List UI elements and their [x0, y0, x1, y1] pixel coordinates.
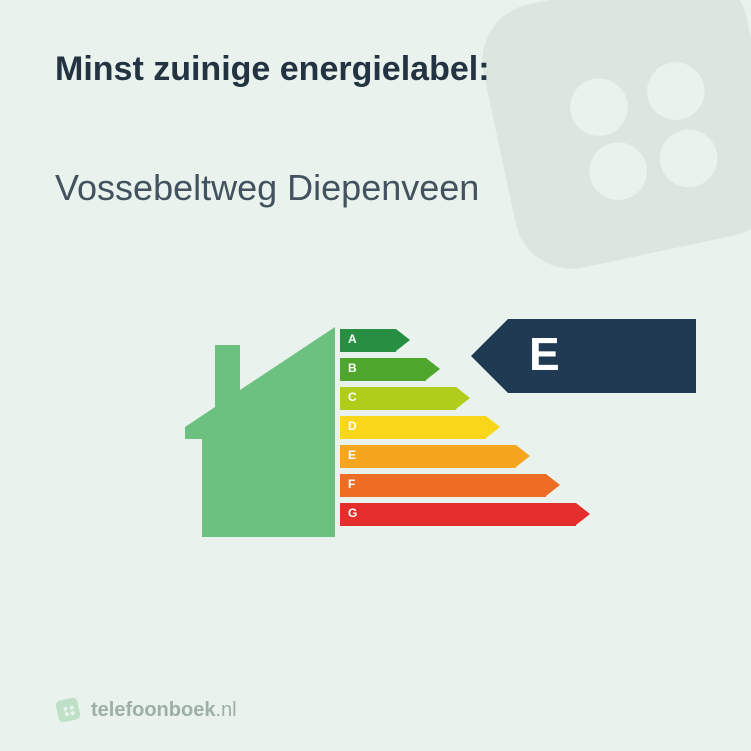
footer-logo-icon — [55, 697, 81, 723]
bar-body — [340, 416, 486, 439]
bar-arrow — [576, 503, 590, 525]
bar-label: G — [348, 506, 357, 520]
bar-label: E — [348, 448, 356, 462]
rating-letter: E — [529, 327, 560, 381]
bar-arrow — [456, 387, 470, 409]
card-container: Minst zuinige energielabel: Vossebeltweg… — [0, 0, 751, 751]
footer: telefoonboek.nl — [55, 697, 237, 723]
bar-body — [340, 474, 546, 497]
page-subtitle: Vossebeltweg Diepenveen — [55, 167, 696, 209]
bar-arrow — [396, 329, 410, 351]
bar-arrow — [516, 445, 530, 467]
bar-body — [340, 445, 516, 468]
bar-arrow — [546, 474, 560, 496]
bar-label: B — [348, 361, 357, 375]
bar-arrow — [486, 416, 500, 438]
selected-rating-badge: E — [471, 319, 696, 393]
footer-brand-bold: telefoonboek — [91, 699, 215, 721]
bar-body — [340, 503, 576, 526]
energy-label-chart: A B C D E F G E — [55, 319, 696, 569]
footer-text: telefoonboek.nl — [91, 699, 237, 722]
bar-label: C — [348, 390, 357, 404]
house-icon — [185, 327, 335, 537]
bar-label: A — [348, 332, 357, 346]
bar-label: D — [348, 419, 357, 433]
rating-arrow — [471, 319, 508, 393]
page-title: Minst zuinige energielabel: — [55, 50, 696, 89]
footer-brand-light: .nl — [215, 699, 236, 721]
bar-label: F — [348, 477, 355, 491]
bar-arrow — [426, 358, 440, 380]
bar-body — [340, 387, 456, 410]
